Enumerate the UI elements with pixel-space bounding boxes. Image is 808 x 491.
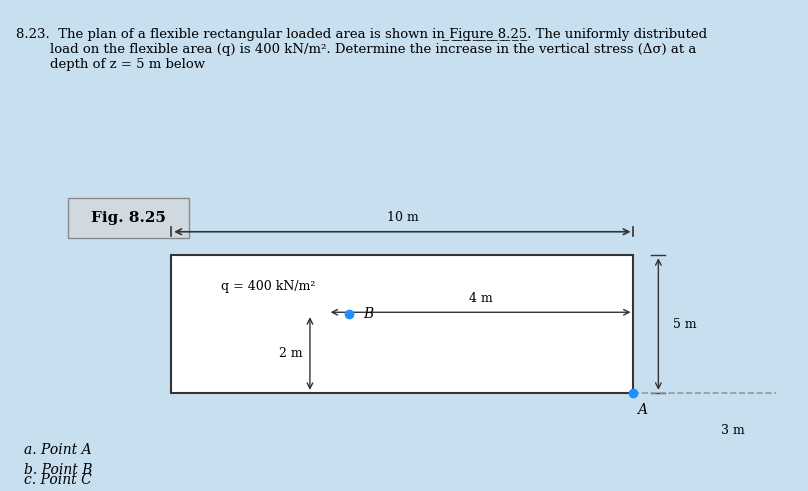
Text: c. Point C: c. Point C <box>24 473 92 487</box>
Text: Fig. 8.25: Fig. 8.25 <box>91 211 166 225</box>
Text: a. Point A: a. Point A <box>24 443 92 457</box>
Text: A: A <box>637 403 647 417</box>
Text: 5 m: 5 m <box>672 318 696 330</box>
Text: 8.23.  The plan of a flexible rectangular loaded area is shown in ̲F̲i̲g̲u̲r̲e̲ : 8.23. The plan of a flexible rectangular… <box>16 28 707 71</box>
Text: q = 400 kN/m²: q = 400 kN/m² <box>221 280 315 293</box>
Text: B: B <box>364 307 373 321</box>
Text: 2 m: 2 m <box>280 347 303 360</box>
Bar <box>171 255 633 393</box>
Text: b. Point B: b. Point B <box>24 463 93 477</box>
Text: 10 m: 10 m <box>386 211 419 224</box>
FancyBboxPatch shape <box>68 198 189 238</box>
Text: 4 m: 4 m <box>469 292 492 305</box>
Text: 3 m: 3 m <box>722 424 745 437</box>
